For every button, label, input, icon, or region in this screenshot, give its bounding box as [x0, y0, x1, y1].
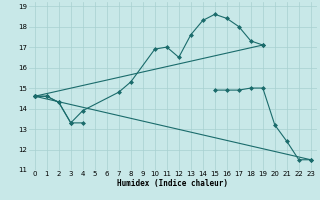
- X-axis label: Humidex (Indice chaleur): Humidex (Indice chaleur): [117, 179, 228, 188]
